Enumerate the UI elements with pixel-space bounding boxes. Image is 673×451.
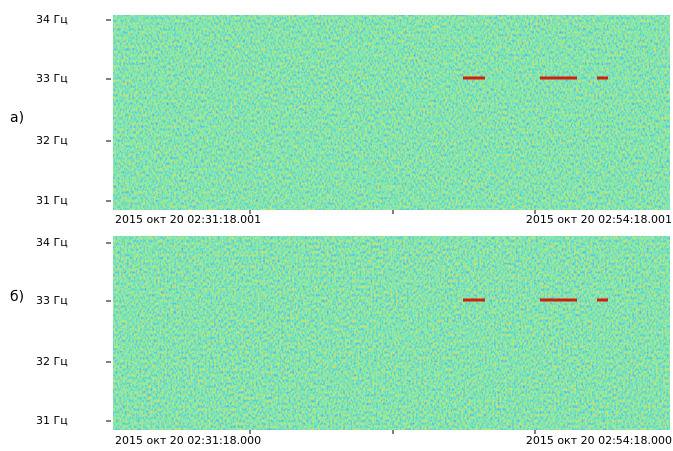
time-start: 2015 окт 20 02:31:18.000 [115, 434, 261, 447]
y-label: 34 Гц [36, 13, 68, 26]
time-start: 2015 окт 20 02:31:18.001 [115, 213, 261, 226]
y-label: 33 Гц [36, 72, 68, 85]
y-label: 33 Гц [36, 294, 68, 307]
panel-b: 34 Гц 33 Гц 32 Гц 31 Гц б) 2015 окт 20 0… [10, 236, 672, 447]
panel-tag: а) [10, 110, 24, 126]
y-label: 31 Гц [36, 414, 68, 427]
panel-a: 34 Гц 33 Гц 32 Гц 31 Гц а) 2015 окт 20 0… [10, 13, 672, 226]
time-end: 2015 окт 20 02:54:18.001 [526, 213, 672, 226]
time-end: 2015 окт 20 02:54:18.000 [526, 434, 672, 447]
y-label: 31 Гц [36, 194, 68, 207]
y-label: 34 Гц [36, 236, 68, 249]
spectrogram-image [113, 15, 670, 210]
y-label: 32 Гц [36, 355, 68, 368]
panel-tag: б) [10, 289, 24, 305]
y-label: 32 Гц [36, 134, 68, 147]
spectrogram-image [113, 236, 670, 430]
